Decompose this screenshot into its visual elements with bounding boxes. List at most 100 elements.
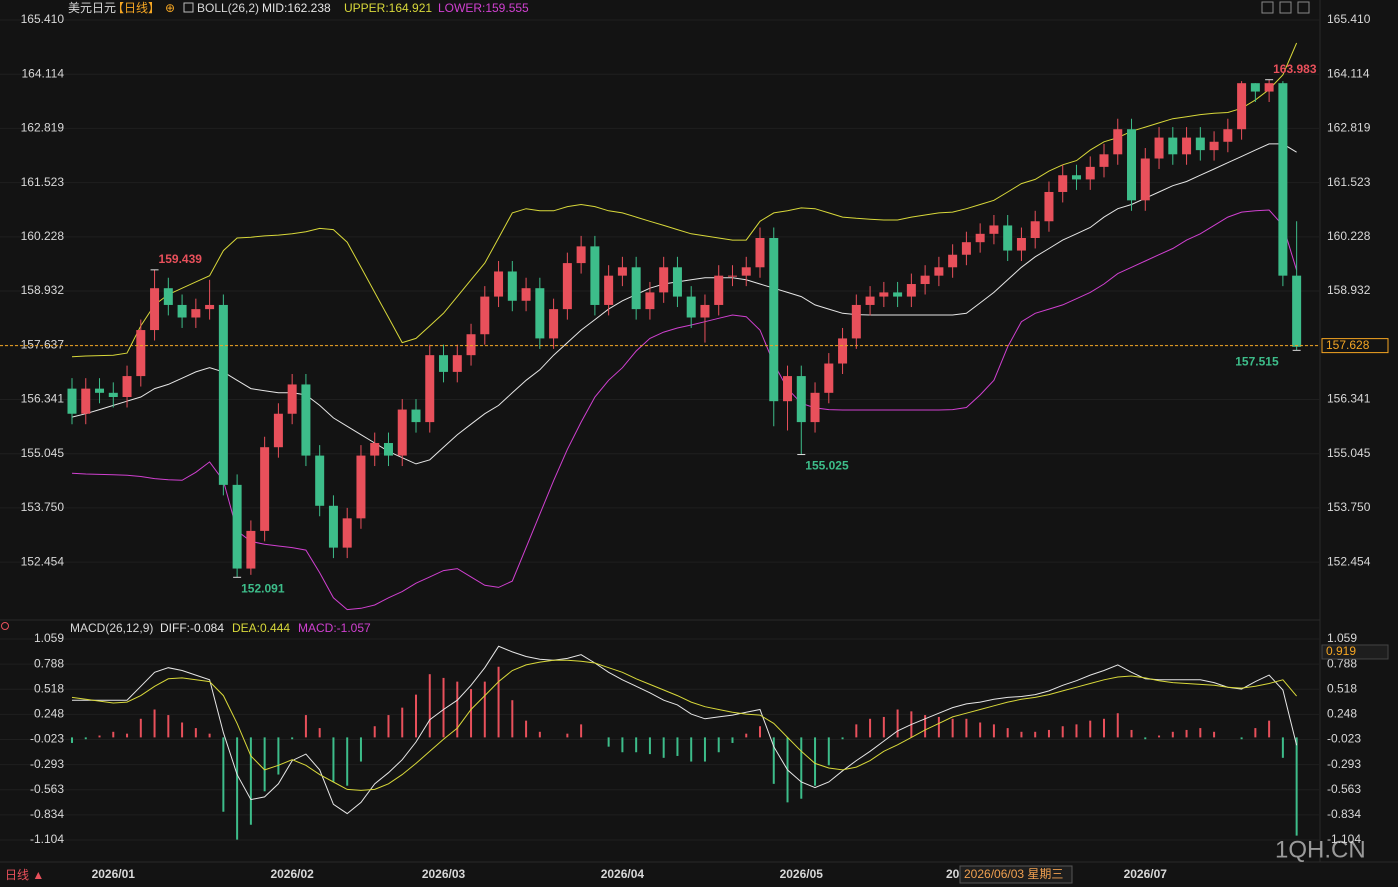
candle-body	[1085, 166, 1095, 180]
legend-entry: MID:162.238	[262, 1, 331, 15]
candle-body	[218, 304, 228, 485]
candle-body	[301, 384, 311, 456]
toolbar[interactable]	[1261, 1, 1310, 14]
candle-body	[851, 304, 861, 339]
y-tick-label-right: 156.341	[1327, 392, 1371, 406]
candle-body	[989, 225, 999, 234]
candle-body	[1264, 83, 1274, 92]
candle-body	[934, 267, 944, 276]
y-tick-label: 160.228	[21, 229, 65, 243]
candle-body	[108, 392, 118, 398]
candle-body	[783, 376, 793, 402]
candle-body	[507, 271, 517, 301]
y-tick-label-right: 152.454	[1327, 554, 1371, 568]
candle-body	[1071, 175, 1081, 180]
period-label[interactable]: 日线 ▲	[5, 868, 44, 882]
y-tick-label-right: 164.114	[1327, 66, 1370, 80]
y-tick-label: 162.819	[21, 121, 65, 135]
candle-body	[906, 284, 916, 297]
extreme-label: 152.091	[241, 581, 285, 595]
y-tick-label: 155.045	[21, 446, 65, 460]
y-tick-label: -0.834	[30, 807, 64, 821]
candle-body	[824, 363, 834, 393]
candle-body	[191, 309, 201, 318]
candle-body	[604, 275, 614, 305]
candle-body	[521, 288, 531, 301]
candle-body	[67, 388, 77, 414]
y-tick-label: 0.248	[34, 707, 64, 721]
y-tick-label-right: -0.293	[1327, 757, 1361, 771]
candle-body	[439, 355, 449, 372]
x-tick-label: 2026/07	[1124, 867, 1168, 881]
period[interactable]: 【日线】	[112, 1, 160, 15]
candle-body	[1195, 137, 1205, 151]
candle-body	[838, 338, 848, 364]
y-tick-label: 0.518	[34, 681, 64, 695]
candle-body	[425, 355, 435, 423]
tool-button[interactable]	[1279, 1, 1292, 14]
y-tick-label: -1.104	[30, 832, 64, 846]
indicator-icon[interactable]	[1, 622, 9, 630]
macd-line	[72, 645, 1298, 815]
candle-body	[246, 530, 256, 569]
candle-body	[769, 237, 779, 402]
candle-body	[659, 267, 669, 293]
y-tick-label: -0.293	[30, 757, 64, 771]
candle-body	[1140, 158, 1150, 201]
candle-body	[576, 246, 586, 264]
y-tick-label: 164.114	[22, 66, 65, 80]
y-tick-label-right: -0.023	[1327, 732, 1361, 746]
x-tick-label: 2026/04	[601, 867, 645, 881]
candle-body	[672, 267, 682, 297]
y-tick-label: -0.563	[30, 782, 64, 796]
candle-body	[714, 275, 724, 305]
candle-body	[356, 455, 366, 519]
candle-body	[617, 267, 627, 276]
y-tick-label-right: 0.788	[1327, 656, 1357, 670]
legend-entry: UPPER:164.921	[344, 1, 432, 15]
candle-body	[1250, 83, 1260, 92]
candle-body	[562, 263, 572, 310]
candle-body	[163, 288, 173, 305]
x-tick-label: 2026/03	[422, 867, 466, 881]
y-tick-label-right: 158.932	[1327, 283, 1371, 297]
y-tick-label: 156.341	[21, 392, 65, 406]
indicator-icon[interactable]	[183, 2, 194, 13]
candle-body	[411, 409, 421, 423]
x-tick-label: 2026/05	[780, 867, 824, 881]
candle-body	[328, 505, 338, 548]
candle-body	[920, 275, 930, 285]
candle-body	[1278, 83, 1288, 276]
indicator-name: MACD(26,12,9)	[70, 621, 153, 635]
candle-body	[810, 392, 820, 423]
candle-body	[287, 384, 297, 414]
y-tick-label: -0.023	[30, 732, 64, 746]
candle-body	[342, 518, 352, 548]
y-tick-label-right: -0.563	[1327, 782, 1361, 796]
candle-body	[631, 267, 641, 310]
candle-body	[948, 254, 958, 268]
candle-body	[893, 292, 903, 297]
candle-body	[205, 304, 215, 310]
y-tick-label-right: 0.248	[1327, 707, 1357, 721]
y-tick-label: 157.637	[21, 337, 65, 351]
y-tick-label: 165.410	[21, 12, 65, 26]
candle-body	[1223, 129, 1233, 142]
candle-body	[1209, 141, 1219, 151]
candle-body	[1030, 221, 1040, 238]
add-icon[interactable]: ⊕	[165, 1, 175, 15]
tool-button[interactable]	[1261, 1, 1274, 14]
candle-body	[232, 484, 242, 569]
legend-entry: LOWER:159.555	[438, 1, 529, 15]
candle-body	[177, 304, 187, 318]
crosshair-label: 157.628	[1326, 338, 1370, 352]
crosshair-box	[1321, 338, 1389, 354]
y-tick-label-right: -0.834	[1327, 807, 1361, 821]
boll-line	[71, 143, 1297, 465]
candle-body	[549, 309, 559, 339]
candle-body	[81, 388, 91, 414]
y-tick-label: 153.750	[21, 500, 65, 514]
crosshair-date: 2026/06/03 星期三	[964, 867, 1063, 881]
tool-button[interactable]	[1297, 1, 1310, 14]
